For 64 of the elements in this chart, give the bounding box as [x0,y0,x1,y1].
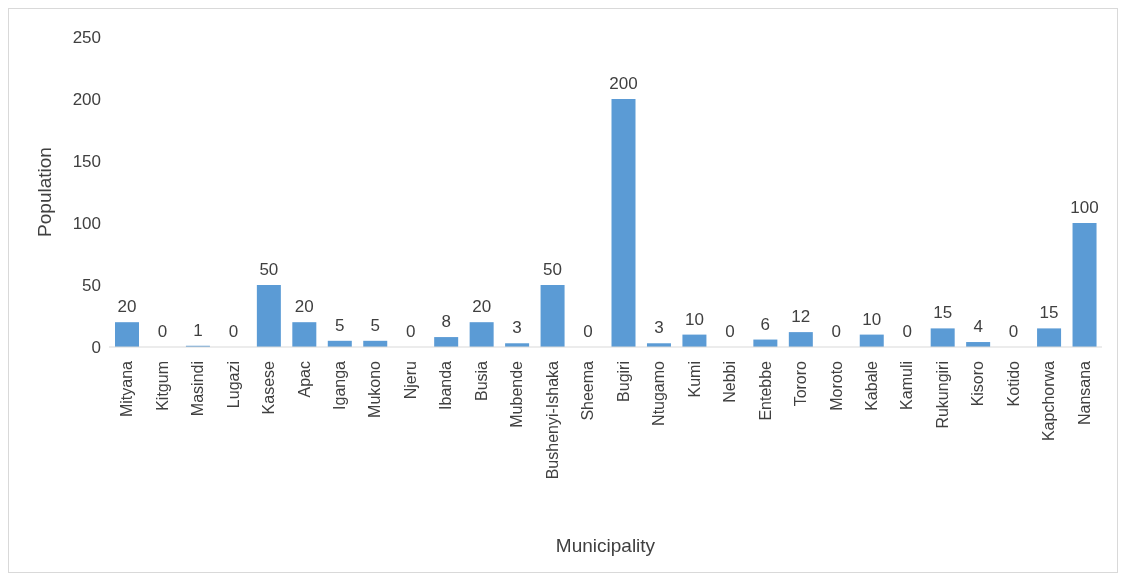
data-label: 12 [791,307,811,327]
x-tick-label: Moroto [827,360,845,411]
data-label: 15 [1039,303,1059,323]
data-label: 5 [335,315,345,335]
x-tick-label: Kasese [260,360,278,415]
x-tick-label: Apac [295,361,313,398]
data-label: 20 [472,297,492,317]
x-tick-label: Masindi [189,361,207,417]
x-axis-title: Municipality [555,535,656,556]
y-tick-label: 250 [72,28,101,48]
x-tick-label: Kamuli [898,361,916,410]
data-label: 0 [157,322,168,341]
x-tick-label: Nansana [1075,360,1093,426]
data-label: 0 [228,322,239,341]
data-label: 10 [684,309,704,329]
x-tick-label: Njeru [401,361,419,400]
x-tick-label: Rukungiri [933,361,951,429]
data-label: 50 [543,260,563,279]
data-label: 15 [933,303,953,323]
x-tick-label: Sheema [579,360,597,421]
x-tick-label: Kisoro [969,360,987,407]
data-label: 0 [1008,322,1019,341]
data-label: 20 [117,297,137,317]
y-tick-label: 150 [72,152,101,172]
data-label: 10 [862,309,882,329]
x-tick-label: Tororo [792,360,810,407]
x-tick-label: Busia [472,360,490,402]
y-tick-label: 50 [82,276,101,296]
data-label: 3 [654,318,664,338]
data-label: 0 [405,322,416,341]
x-tick-label: Entebbe [756,360,774,421]
y-tick-label: 100 [72,214,101,234]
x-tick-label: Ibanda [437,360,455,410]
data-label: 0 [583,322,593,341]
data-label: 4 [973,317,983,337]
data-label: 1 [193,320,203,340]
y-axis-title: Population [33,147,55,237]
data-label: 8 [441,312,451,332]
data-label: 6 [760,314,771,334]
x-tick-label: Kapchorwa [1040,360,1058,442]
y-tick-label: 0 [91,338,101,358]
y-tick-label: 200 [72,90,101,110]
x-tick-label: Mubende [508,360,526,428]
x-tick-label: Mityana [118,360,136,418]
x-tick-label: Bushenyi-Ishaka [543,360,561,480]
data-label: 0 [831,322,842,341]
data-label: 5 [370,315,380,335]
x-tick-label: Lugazi [224,361,242,409]
x-tick-label: Kabale [862,360,880,411]
data-label: 0 [725,322,735,341]
data-label: 20 [294,297,314,317]
x-tick-label: Mukono [366,360,384,418]
data-label: 3 [512,318,522,338]
x-tick-label: Bugiri [614,361,632,402]
data-label: 200 [609,74,638,93]
x-tick-label: Kotido [1004,360,1022,407]
x-tick-label: Nebbi [721,361,739,403]
data-label: 0 [902,322,912,341]
x-tick-label: Kumi [685,361,703,398]
x-tick-label: Kitgum [153,361,171,411]
data-label: 100 [1070,198,1099,217]
data-label: 50 [259,260,279,279]
x-tick-label: Iganga [331,360,349,410]
x-tick-label: Ntugamo [650,360,668,426]
